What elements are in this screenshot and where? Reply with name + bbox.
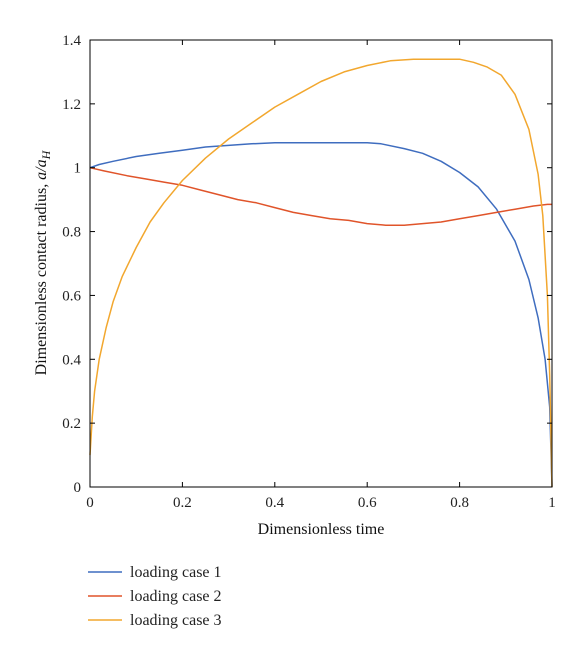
x-tick-labels: 0 0.2 0.4 0.6 0.8 1	[86, 495, 556, 511]
legend-label-1: loading case 1	[130, 564, 222, 581]
y-tick-label: 1	[74, 161, 82, 177]
plot-frame	[89, 39, 553, 488]
legend: loading case 1 loading case 2 loading ca…	[88, 564, 222, 629]
y-tick-label: 1.4	[62, 33, 81, 49]
x-tick-label: 0	[86, 495, 94, 511]
y-tick-label: 0.8	[62, 225, 81, 241]
legend-label-2: loading case 2	[130, 588, 222, 605]
series-layer	[89, 58, 553, 488]
y-tick-label: 0.2	[62, 416, 81, 432]
x-axis-label: Dimensionless time	[258, 521, 385, 538]
legend-label-3: loading case 3	[130, 612, 222, 629]
series-line-2	[89, 166, 552, 226]
series-line-1	[89, 142, 553, 488]
x-tick-label: 1	[548, 495, 556, 511]
y-tick-label: 0.6	[62, 288, 81, 304]
x-tick-label: 0.6	[358, 495, 377, 511]
y-tick-label: 0	[74, 480, 82, 496]
y-tick-labels: 0 0.2 0.4 0.6 0.8 1 1.2 1.4	[62, 33, 81, 496]
axis-ticks	[89, 39, 553, 488]
y-tick-label: 0.4	[62, 352, 81, 368]
series-line-3	[89, 58, 553, 488]
y-axis-label: Dimensionless contact radius, a/aH	[33, 149, 53, 375]
x-tick-label: 0.2	[173, 495, 192, 511]
x-tick-label: 0.4	[265, 495, 284, 511]
y-tick-label: 1.2	[62, 97, 81, 113]
x-tick-label: 0.8	[450, 495, 469, 511]
